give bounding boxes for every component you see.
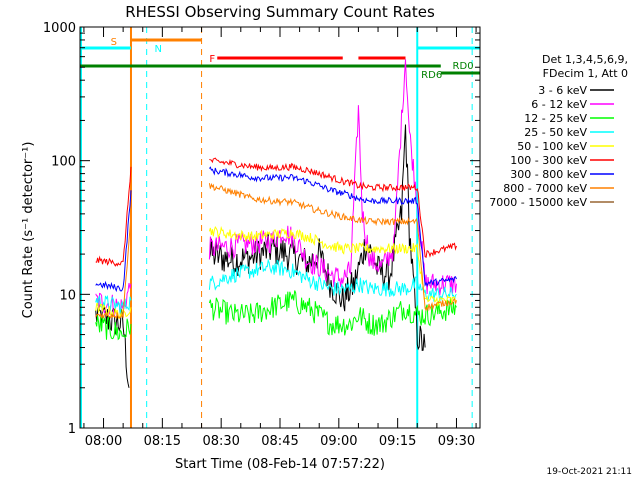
legend-entry-label: 6 - 12 keV	[531, 98, 587, 111]
series-line-6	[95, 166, 457, 293]
y-tick-label: 10	[59, 288, 76, 303]
series-line-7	[95, 182, 457, 320]
annotation-label-rd0: RD0	[453, 61, 474, 72]
legend: Det 1,3,4,5,6,9,FDecim 1, Att 0 3 - 6 keV…	[489, 53, 628, 209]
series-line-0	[95, 124, 426, 388]
x-tick-label: 08:45	[261, 434, 298, 449]
x-tick-label: 08:15	[144, 434, 181, 449]
x-axis-label: Start Time (08-Feb-14 07:57:22)	[175, 457, 385, 472]
annotation-label-s: S	[111, 37, 117, 48]
timestamp-footer: 19-Oct-2021 21:11	[547, 467, 632, 477]
x-tick-label: 09:00	[320, 434, 357, 449]
legend-entry-label: 3 - 6 keV	[538, 84, 587, 97]
annotation-layer: S N F RD0 RD6	[80, 27, 480, 428]
axis-layer: 1 10 100 1000 08:00 08:15 08:30 08:45 09:00 09:15…	[43, 21, 480, 449]
x-tick-label: 08:00	[85, 434, 122, 449]
annotation-label-rd6: RD6	[421, 70, 442, 81]
series-layer	[95, 59, 457, 388]
x-tick-label: 09:15	[379, 434, 416, 449]
legend-entry-label: 100 - 300 keV	[510, 154, 587, 167]
legend-entry-label: 12 - 25 keV	[524, 112, 587, 125]
x-tick-label: 08:30	[202, 434, 239, 449]
y-tick-label: 1	[68, 422, 76, 437]
series-line-4	[95, 225, 457, 320]
legend-header-line: Det 1,3,4,5,6,9,	[542, 53, 628, 66]
y-axis-label: Count Rate (s⁻¹ detector⁻¹)	[21, 142, 36, 319]
legend-entry-label: 7000 - 15000 keV	[489, 196, 587, 209]
annotation-label-n: N	[155, 44, 162, 55]
series-line-5	[95, 157, 457, 267]
legend-header-line: FDecim 1, Att 0	[543, 67, 628, 80]
y-tick-label: 100	[51, 155, 76, 170]
legend-entry-label: 25 - 50 keV	[524, 126, 587, 139]
x-tick-label: 09:30	[438, 434, 475, 449]
legend-entry-label: 50 - 100 keV	[517, 140, 587, 153]
series-line-3	[95, 258, 457, 315]
legend-entry-label: 300 - 800 keV	[510, 168, 587, 181]
series-line-2	[95, 290, 457, 341]
annotation-label-f: F	[209, 54, 215, 65]
legend-entry-label: 800 - 7000 keV	[503, 182, 587, 195]
y-tick-label: 1000	[43, 21, 76, 36]
chart-title: RHESSI Observing Summary Count Rates	[125, 3, 435, 21]
